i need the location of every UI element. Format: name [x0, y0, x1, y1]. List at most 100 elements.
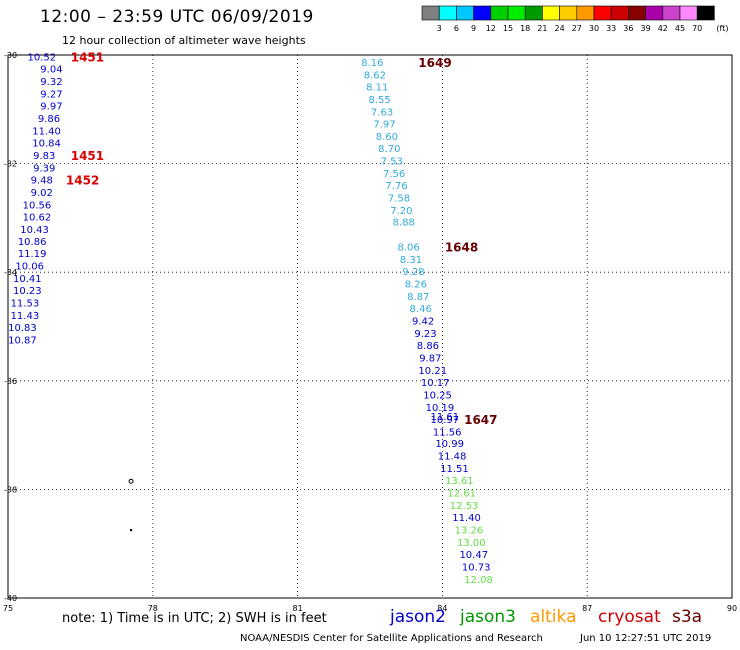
wave-height-value: 11.56: [433, 427, 462, 438]
data-points: 10.529.049.329.279.979.8611.4010.849.839…: [8, 53, 493, 586]
colorbar-label: 3: [437, 24, 442, 33]
wave-height-value: 10.84: [32, 138, 61, 149]
chart-subtitle: 12 hour collection of altimeter wave hei…: [62, 34, 306, 47]
time-label: 1452: [66, 173, 99, 187]
colorbar-swatch: [610, 5, 629, 21]
island-marker: [129, 528, 133, 532]
wave-height-value: 9.28: [402, 267, 424, 278]
wave-height-value: 9.97: [40, 101, 62, 112]
wave-height-value: 11.53: [11, 299, 40, 310]
wave-height-value: 10.23: [13, 286, 42, 297]
time-labels: 1451 1451 1452 1649 1648 1647: [66, 51, 498, 427]
time-label: 1451: [71, 51, 104, 65]
wave-height-value: 8.31: [400, 255, 422, 266]
legend-jason2: jason2: [390, 607, 446, 627]
wave-height-value: 8.70: [378, 144, 400, 155]
wave-height-value: 10.52: [27, 53, 56, 64]
colorbar-label: 42: [658, 24, 668, 33]
wave-height-value: 9.48: [31, 175, 53, 186]
wave-height-value: 8.60: [376, 132, 398, 143]
colorbar-swatch: [438, 5, 457, 21]
wave-height-value: 8.88: [393, 218, 415, 229]
wave-height-value: 10.99: [435, 439, 464, 450]
wave-height-value: 8.06: [397, 243, 419, 254]
colorbar-unit: (ft): [716, 24, 728, 33]
colorbar-swatch: [679, 5, 698, 21]
wave-height-value: 7.97: [373, 119, 395, 130]
colorbar-swatch: [507, 5, 526, 21]
wave-height-value: 8.62: [364, 71, 386, 82]
wave-height-value: 13.26: [455, 526, 484, 537]
wave-height-value: 10.25: [423, 390, 452, 401]
y-tick-label: -36: [4, 377, 17, 386]
colorbar-label: 9: [471, 24, 476, 33]
wave-height-value: 9.27: [40, 90, 62, 101]
legend-s3a: s3a: [672, 607, 703, 627]
wave-height-value: 11.61: [430, 412, 459, 423]
wave-height-value: 7.20: [390, 206, 412, 217]
colorbar-label: 18: [520, 24, 530, 33]
wave-height-value: 10.41: [13, 274, 42, 285]
y-tick-label: -32: [4, 160, 17, 169]
wave-height-value: 9.87: [419, 353, 441, 364]
colorbar-label: 45: [675, 24, 685, 33]
wave-height-value: 8.55: [369, 95, 391, 106]
wave-height-value: 10.97: [430, 415, 459, 426]
wave-height-value: 11.43: [11, 311, 40, 322]
wave-height-value: 10.86: [18, 237, 47, 248]
wave-height-value: 7.58: [388, 193, 410, 204]
axis-ticks: 75 78 81 84 87 90 -30 -32 -34 -36 -38 -40: [3, 51, 737, 613]
wave-height-value: 10.21: [418, 366, 447, 377]
colorbar-swatch: [421, 5, 440, 21]
colorbar-swatch: [645, 5, 664, 21]
wave-height-value: 11.48: [438, 452, 467, 463]
plot-frame: [7, 54, 733, 599]
legend-jason3: jason3: [460, 607, 516, 627]
wave-height-value: 10.47: [459, 550, 488, 561]
wave-height-value: 11.40: [452, 513, 481, 524]
colorbar-swatch: [628, 5, 646, 21]
x-tick-label: 75: [3, 604, 13, 613]
wave-height-value: 9.04: [40, 65, 62, 76]
wave-height-value: 9.86: [38, 114, 60, 125]
wave-height-value: 10.17: [421, 378, 450, 389]
legend-altika: altika: [530, 607, 577, 627]
wave-height-value: 9.23: [414, 329, 436, 340]
wave-height-value: 7.63: [371, 107, 393, 118]
wave-height-value: 13.61: [445, 476, 474, 487]
wave-height-value: 9.83: [33, 151, 55, 162]
y-tick-label: -40: [4, 594, 17, 603]
colorbar-swatch: [473, 5, 492, 21]
wave-height-value: 11.51: [440, 464, 469, 475]
colorbar-swatch: [559, 5, 578, 21]
wave-height-value: 7.76: [385, 181, 407, 192]
y-tick-label: -30: [4, 51, 17, 60]
y-tick-label: -38: [4, 485, 17, 494]
colorbar-label: 70: [692, 24, 702, 33]
colorbar-swatch: [490, 5, 509, 21]
chart-title: 12:00 – 23:59 UTC 06/09/2019: [40, 7, 314, 27]
colorbar-swatch: [696, 5, 715, 21]
time-label: 1647: [464, 413, 497, 427]
colorbar-label: 24: [555, 24, 565, 33]
wave-height-value: 11.40: [32, 126, 61, 137]
wave-height-value: 10.56: [23, 200, 52, 211]
colorbar-label: 36: [623, 24, 633, 33]
wave-height-value: 12.53: [450, 501, 479, 512]
wave-height-value: 10.62: [23, 212, 52, 223]
colorbar-swatch: [576, 5, 595, 21]
colorbar-swatch: [593, 5, 612, 21]
wave-height-value: 8.11: [366, 82, 388, 93]
wave-height-value: 8.16: [361, 58, 383, 69]
colorbar-label: 6: [454, 24, 459, 33]
colorbar-label: 12: [486, 24, 496, 33]
wave-height-value: 10.43: [20, 225, 49, 236]
chart-grid: [8, 55, 732, 598]
wave-height-value: 9.39: [33, 163, 55, 174]
colorbar-swatch: [662, 5, 681, 21]
colorbar-label: 21: [537, 24, 547, 33]
wave-height-value: 9.02: [31, 188, 53, 199]
color-scale-bar: 3 6 9 12 15 18 21 24 27 30 33 36 39 42 45 70 (ft): [421, 5, 728, 33]
land-markers: [128, 478, 134, 532]
